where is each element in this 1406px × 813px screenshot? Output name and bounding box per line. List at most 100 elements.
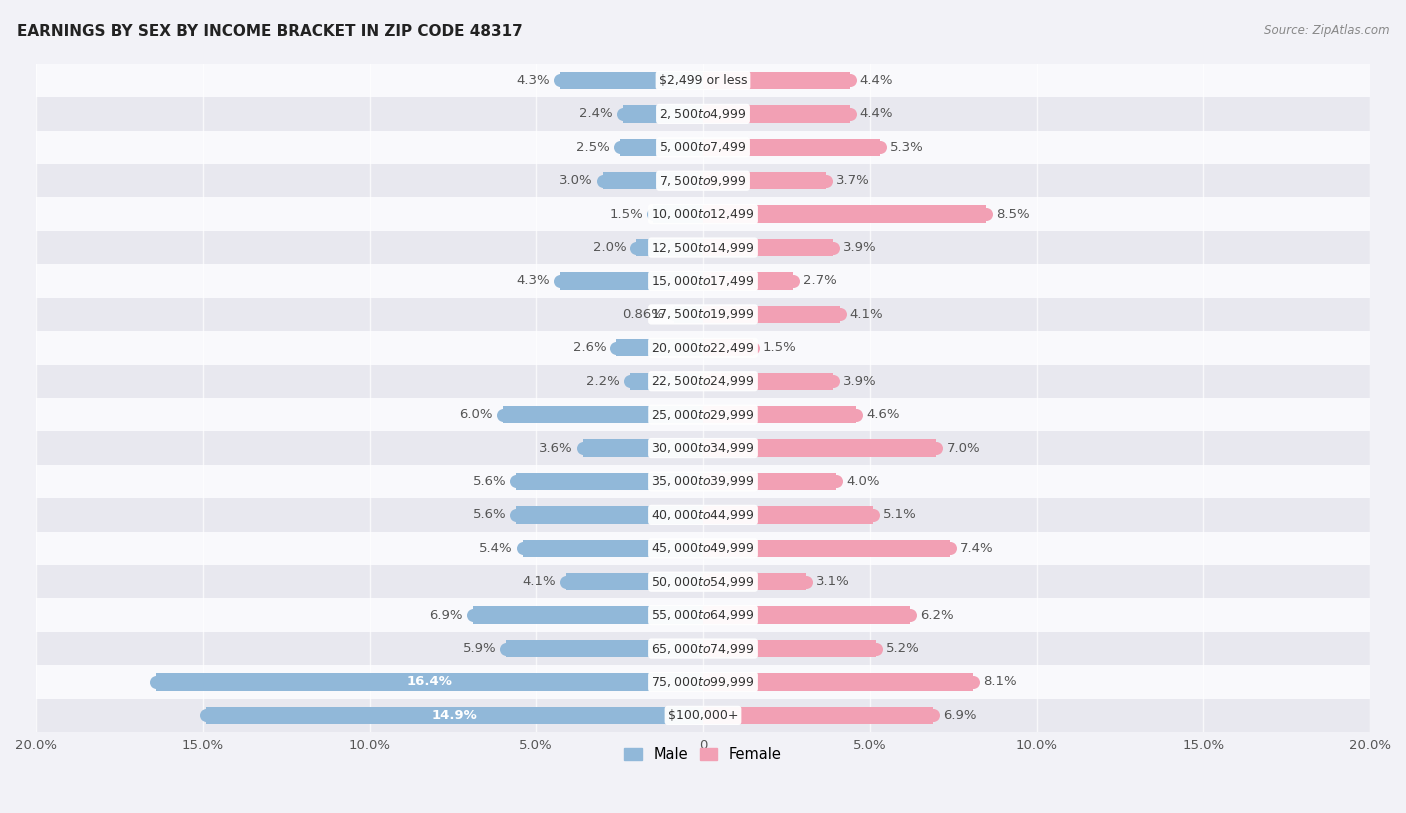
Bar (703, 540, 950, 557)
Bar (37, 565, 1369, 598)
Bar (703, 640, 876, 657)
Text: 3.1%: 3.1% (817, 576, 851, 589)
Bar (703, 72, 849, 89)
Bar (37, 398, 1369, 432)
Text: 3.7%: 3.7% (837, 174, 870, 187)
Legend: Male, Female: Male, Female (619, 741, 787, 768)
Text: 4.1%: 4.1% (523, 576, 557, 589)
Text: $7,500 to $9,999: $7,500 to $9,999 (659, 174, 747, 188)
Bar (637, 239, 703, 256)
Text: 0.86%: 0.86% (623, 308, 664, 321)
Text: 2.7%: 2.7% (803, 275, 837, 288)
Bar (156, 673, 703, 691)
Text: 2.4%: 2.4% (579, 107, 613, 120)
Text: $35,000 to $39,999: $35,000 to $39,999 (651, 475, 755, 489)
Text: 3.0%: 3.0% (560, 174, 593, 187)
Text: $10,000 to $12,499: $10,000 to $12,499 (651, 207, 755, 221)
Bar (506, 640, 703, 657)
Text: 5.6%: 5.6% (472, 508, 506, 521)
Bar (472, 606, 703, 624)
Text: $50,000 to $54,999: $50,000 to $54,999 (651, 575, 755, 589)
Bar (567, 573, 703, 590)
Bar (37, 131, 1369, 164)
Bar (703, 172, 827, 189)
Bar (703, 606, 910, 624)
Text: 2.5%: 2.5% (576, 141, 610, 154)
Text: 6.9%: 6.9% (429, 609, 463, 622)
Bar (37, 698, 1369, 732)
Text: 4.3%: 4.3% (516, 275, 550, 288)
Text: 6.2%: 6.2% (920, 609, 953, 622)
Text: 4.1%: 4.1% (849, 308, 883, 321)
Text: 8.5%: 8.5% (997, 207, 1031, 220)
Text: 5.2%: 5.2% (886, 642, 920, 655)
Bar (37, 298, 1369, 331)
Text: $100,000+: $100,000+ (668, 709, 738, 722)
Text: 4.3%: 4.3% (516, 74, 550, 87)
Bar (503, 406, 703, 424)
Text: 3.9%: 3.9% (844, 375, 877, 388)
Text: 7.4%: 7.4% (960, 541, 994, 554)
Text: $5,000 to $7,499: $5,000 to $7,499 (659, 141, 747, 154)
Text: $2,499 or less: $2,499 or less (659, 74, 747, 87)
Bar (37, 364, 1369, 398)
Bar (703, 306, 839, 323)
Bar (703, 139, 880, 156)
Bar (703, 372, 834, 390)
Bar (516, 473, 703, 490)
Text: 4.4%: 4.4% (859, 107, 893, 120)
Text: EARNINGS BY SEX BY INCOME BRACKET IN ZIP CODE 48317: EARNINGS BY SEX BY INCOME BRACKET IN ZIP… (17, 24, 523, 39)
Bar (37, 264, 1369, 298)
Text: 2.2%: 2.2% (586, 375, 620, 388)
Bar (37, 632, 1369, 665)
Bar (37, 164, 1369, 198)
Text: $12,500 to $14,999: $12,500 to $14,999 (651, 241, 755, 254)
Text: 5.4%: 5.4% (479, 541, 513, 554)
Bar (703, 239, 834, 256)
Text: $15,000 to $17,499: $15,000 to $17,499 (651, 274, 755, 288)
Text: 2.6%: 2.6% (572, 341, 606, 354)
Bar (516, 506, 703, 524)
Text: Source: ZipAtlas.com: Source: ZipAtlas.com (1264, 24, 1389, 37)
Bar (703, 406, 856, 424)
Bar (560, 72, 703, 89)
Text: $25,000 to $29,999: $25,000 to $29,999 (651, 407, 755, 422)
Bar (703, 272, 793, 289)
Text: $75,000 to $99,999: $75,000 to $99,999 (651, 675, 755, 689)
Text: 3.9%: 3.9% (844, 241, 877, 254)
Bar (37, 498, 1369, 532)
Bar (703, 339, 754, 356)
Bar (37, 231, 1369, 264)
Bar (703, 706, 934, 724)
Text: 2.0%: 2.0% (593, 241, 626, 254)
Bar (603, 172, 703, 189)
Bar (37, 665, 1369, 698)
Bar (207, 706, 703, 724)
Bar (620, 139, 703, 156)
Text: 6.9%: 6.9% (943, 709, 977, 722)
Bar (583, 439, 703, 457)
Bar (703, 105, 849, 123)
Text: $22,500 to $24,999: $22,500 to $24,999 (651, 374, 755, 389)
Text: 5.9%: 5.9% (463, 642, 496, 655)
Text: $30,000 to $34,999: $30,000 to $34,999 (651, 441, 755, 455)
Bar (630, 372, 703, 390)
Text: $40,000 to $44,999: $40,000 to $44,999 (651, 508, 755, 522)
Text: $20,000 to $22,499: $20,000 to $22,499 (651, 341, 755, 354)
Bar (703, 473, 837, 490)
Text: 16.4%: 16.4% (406, 676, 453, 689)
Text: $17,500 to $19,999: $17,500 to $19,999 (651, 307, 755, 321)
Bar (623, 105, 703, 123)
Text: 5.1%: 5.1% (883, 508, 917, 521)
Bar (37, 63, 1369, 98)
Bar (37, 98, 1369, 131)
Text: 1.5%: 1.5% (763, 341, 797, 354)
Bar (703, 206, 987, 223)
Text: $55,000 to $64,999: $55,000 to $64,999 (651, 608, 755, 622)
Text: 14.9%: 14.9% (432, 709, 478, 722)
Text: 4.6%: 4.6% (866, 408, 900, 421)
Text: $65,000 to $74,999: $65,000 to $74,999 (651, 641, 755, 655)
Text: $2,500 to $4,999: $2,500 to $4,999 (659, 107, 747, 121)
Text: 4.0%: 4.0% (846, 475, 880, 488)
Text: 1.5%: 1.5% (609, 207, 643, 220)
